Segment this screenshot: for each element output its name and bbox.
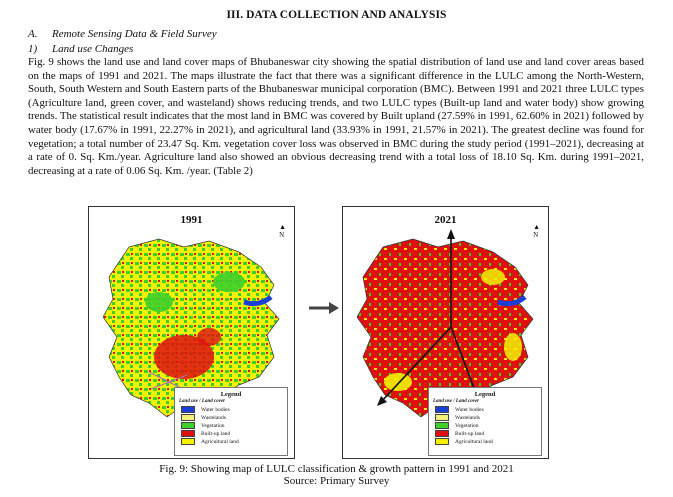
body-paragraph: Fig. 9 shows the land use and land cover… — [28, 56, 644, 177]
source-text: Source: Primary Survey — [283, 475, 390, 487]
arrow-right-icon — [309, 302, 339, 314]
legend-swatch — [435, 422, 449, 429]
legend-label: Built-up land — [201, 430, 231, 437]
map-2021-year: 2021 — [434, 214, 457, 226]
legend-1991: Legend Land use / Land cover Water bodie… — [174, 387, 288, 456]
legend-label: Agricultural land — [201, 438, 239, 445]
subsection-a-title: Remote Sensing Data & Field Survey — [52, 28, 217, 40]
legend-label: Water bodies — [201, 406, 230, 413]
legend-label: Built-up land — [455, 430, 485, 437]
legend-item: Agricultural land — [435, 438, 541, 445]
legend-label: Agricultural land — [455, 438, 493, 445]
subsection-1-title: Land use Changes — [52, 43, 134, 55]
legend-swatch — [435, 430, 449, 437]
map-1991: 1991 ▲ N — [88, 206, 295, 459]
north-label: N — [279, 231, 285, 239]
legend-swatch — [435, 406, 449, 413]
map-1991-graphic — [102, 238, 280, 418]
legend-subtitle: Land use / Land cover — [179, 399, 226, 404]
legend-item: Water bodies — [435, 406, 541, 413]
north-arrow-icon: ▲ N — [279, 223, 286, 239]
caption-text: Fig. 9: Showing map of LULC classificati… — [159, 463, 514, 475]
subsection-a: A. Remote Sensing Data & Field Survey — [28, 28, 217, 40]
legend-title: Legend — [474, 391, 496, 398]
subsection-1-number: 1) — [28, 43, 38, 55]
legend-title: Legend — [220, 391, 242, 398]
legend-swatch — [181, 422, 195, 429]
legend-label: Water bodies — [455, 406, 484, 413]
legend-item: Water bodies — [181, 406, 287, 413]
legend-swatch — [181, 438, 195, 445]
legend-label: Vegetation — [455, 422, 479, 429]
section-heading: III. DATA COLLECTION AND ANALYSIS — [226, 9, 447, 21]
legend-item: Vegetation — [435, 422, 541, 429]
legend-label: Wastelands — [201, 414, 226, 421]
figure-caption: Fig. 9: Showing map of LULC classificati… — [0, 463, 673, 487]
figure-9: 1991 ▲ N 20 — [88, 206, 584, 464]
legend-swatch — [181, 430, 195, 437]
legend-swatch — [435, 414, 449, 421]
legend-item: Built-up land — [435, 430, 541, 437]
legend-swatch — [181, 406, 195, 413]
legend-swatch — [435, 438, 449, 445]
legend-item: Built-up land — [181, 430, 287, 437]
subsection-1: 1) Land use Changes — [28, 43, 133, 55]
legend-item: Wastelands — [181, 414, 287, 421]
north-arrow-icon: ▲ N — [533, 223, 540, 239]
legend-item: Vegetation — [181, 422, 287, 429]
legend-2021: Legend Land use / Land cover Water bodie… — [428, 387, 542, 456]
legend-swatch — [181, 414, 195, 421]
north-label: N — [533, 231, 539, 239]
legend-label: Vegetation — [201, 422, 225, 429]
legend-item: Agricultural land — [181, 438, 287, 445]
legend-item: Wastelands — [435, 414, 541, 421]
map-1991-year: 1991 — [180, 214, 203, 226]
legend-subtitle: Land use / Land cover — [433, 399, 480, 404]
subsection-a-number: A. — [28, 28, 38, 40]
legend-label: Wastelands — [455, 414, 480, 421]
